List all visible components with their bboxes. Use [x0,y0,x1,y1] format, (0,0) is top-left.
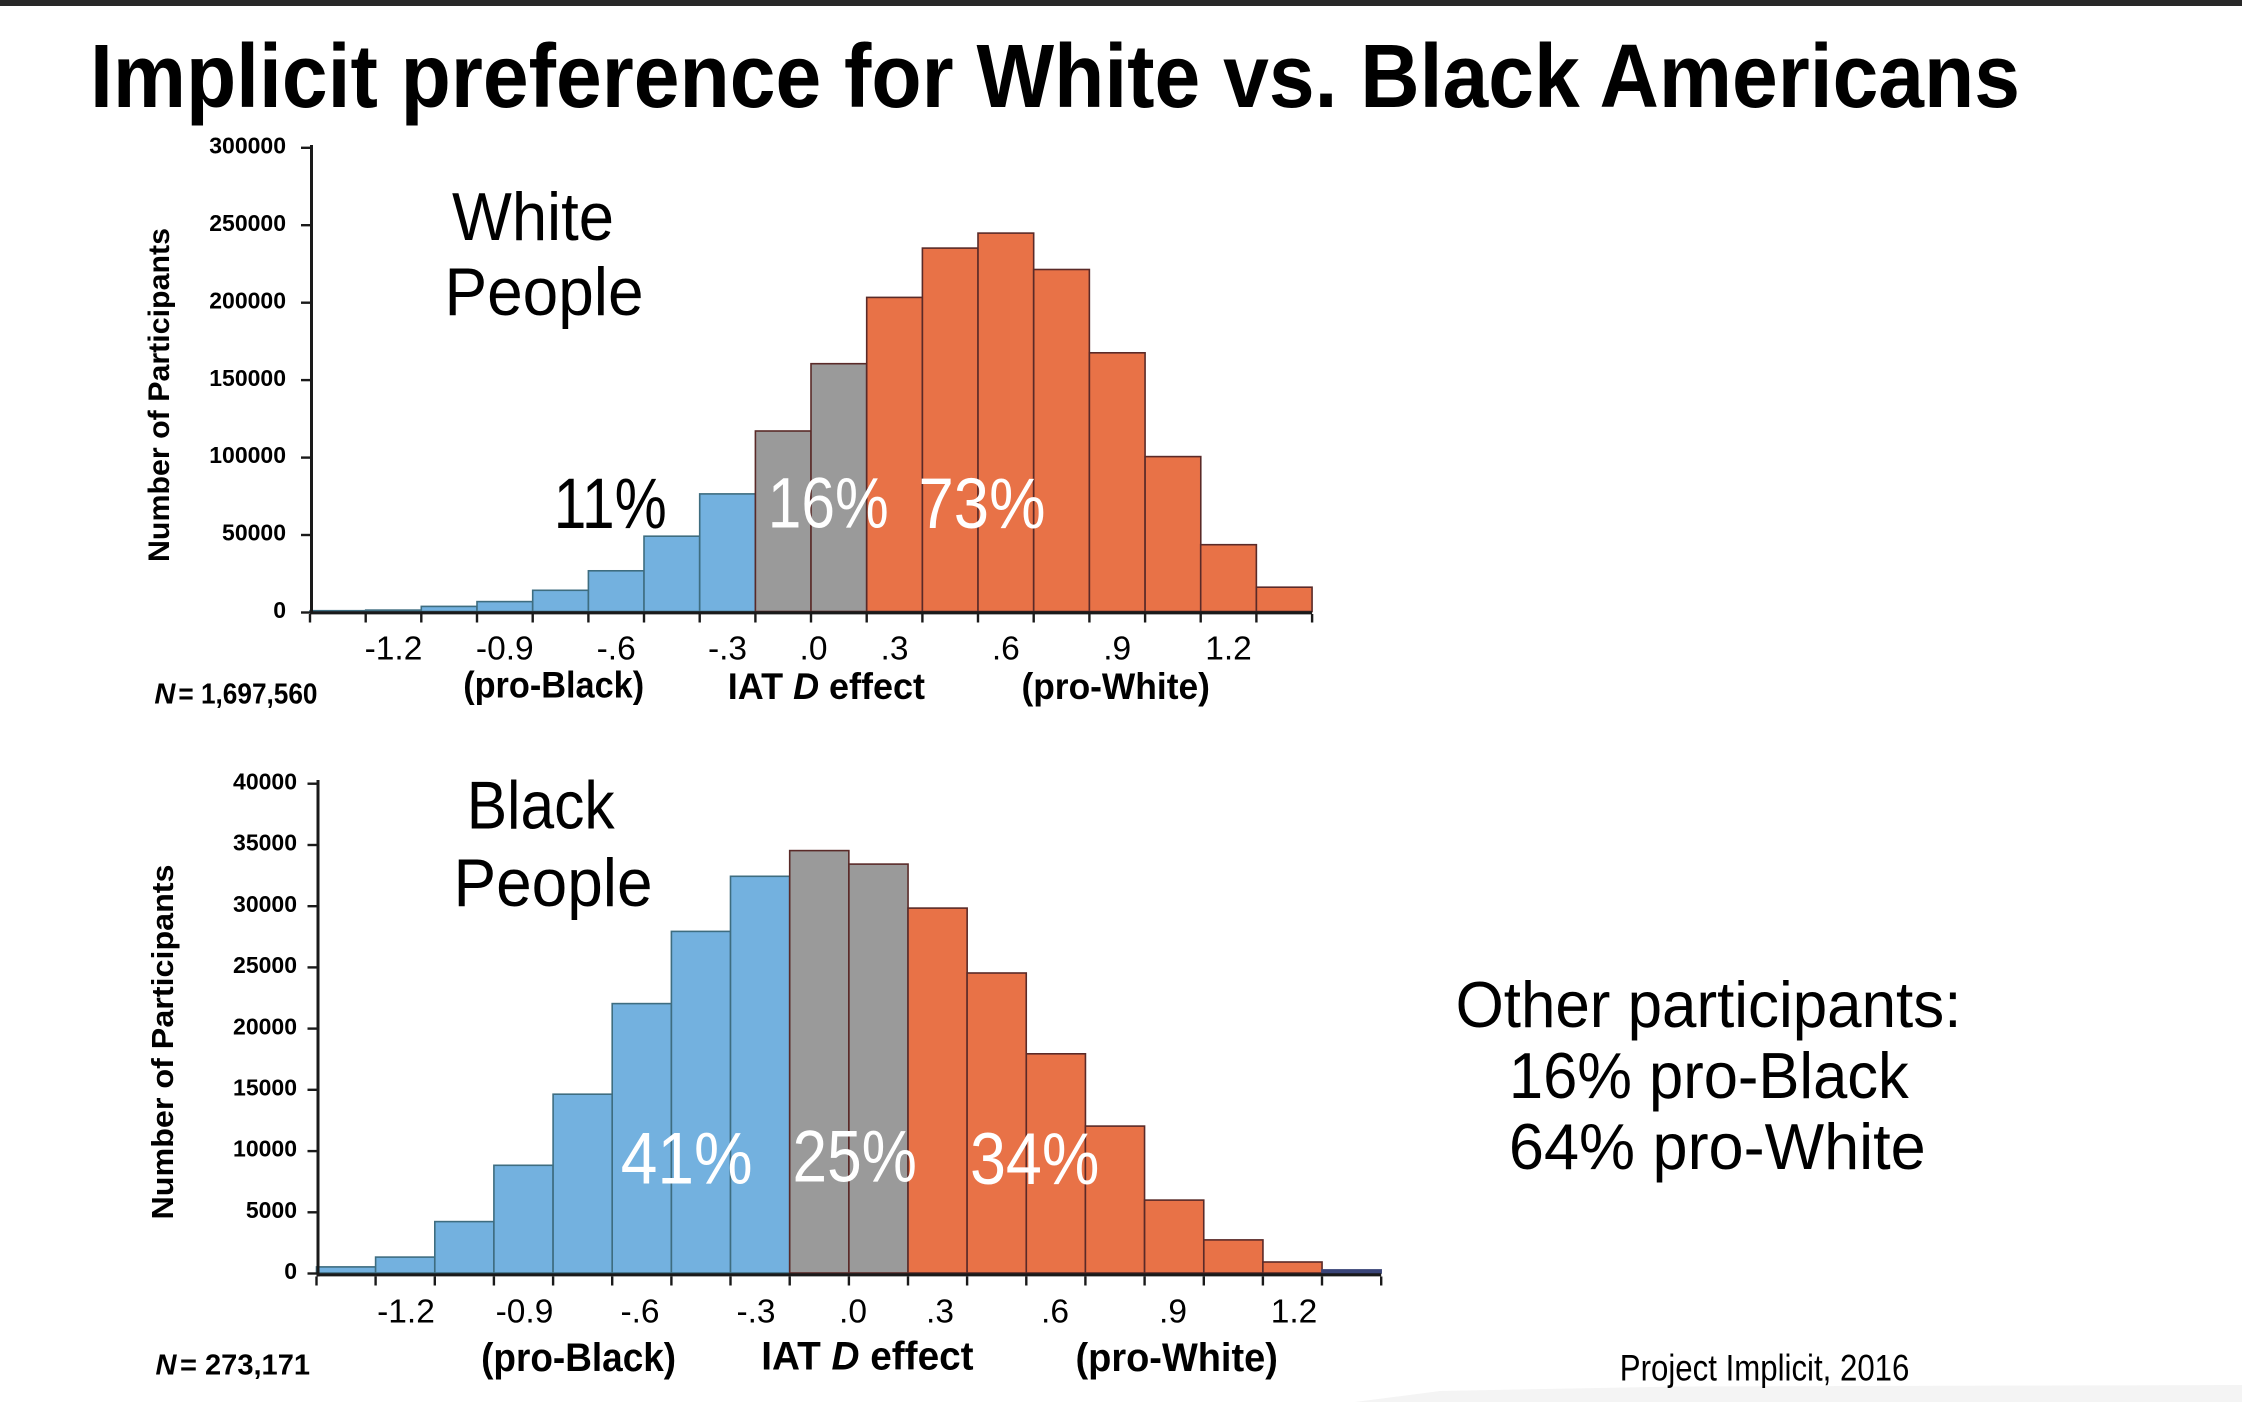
svg-text:Implicit preference for White: Implicit preference for White vs. Black … [90,27,2020,127]
svg-text:.9: .9 [1103,631,1131,668]
svg-text:1.2: 1.2 [1205,631,1252,668]
svg-text:= 273,171: = 273,171 [180,1349,310,1381]
svg-text:5000: 5000 [246,1197,297,1223]
svg-text:Number of Participants: Number of Participants [143,228,176,562]
svg-text:.9: .9 [1159,1294,1187,1331]
svg-text:= 1,697,560: = 1,697,560 [178,679,317,711]
svg-text:1.2: 1.2 [1271,1294,1318,1331]
svg-text:Other participants:: Other participants: [1456,968,1962,1041]
svg-text:0: 0 [284,1258,297,1284]
svg-text:40000: 40000 [233,768,297,794]
svg-text:-.3: -.3 [736,1294,775,1331]
svg-text:(pro-Black): (pro-Black) [481,1336,676,1380]
svg-text:100000: 100000 [209,442,286,468]
svg-text:White: White [452,179,614,255]
svg-text:.0: .0 [839,1294,867,1331]
svg-text:150000: 150000 [209,365,286,391]
svg-text:35000: 35000 [233,830,297,856]
svg-text:-0.9: -0.9 [476,631,534,668]
svg-text:41%: 41% [621,1119,753,1200]
svg-text:.6: .6 [992,631,1020,668]
svg-text:15000: 15000 [233,1075,297,1101]
svg-text:0: 0 [273,597,286,623]
svg-text:IAT D effect: IAT D effect [761,1335,973,1379]
svg-text:N: N [154,679,176,711]
svg-text:Project Implicit, 2016: Project Implicit, 2016 [1620,1347,1910,1388]
svg-text:N: N [156,1349,178,1381]
svg-text:25000: 25000 [233,952,297,978]
svg-text:-.6: -.6 [597,631,636,668]
svg-text:(pro-White): (pro-White) [1076,1336,1278,1380]
svg-text:.0: .0 [800,631,828,668]
svg-text:(pro-Black): (pro-Black) [463,665,644,706]
svg-text:200000: 200000 [209,287,286,313]
svg-text:73%: 73% [919,465,1046,544]
svg-text:Number of Participants: Number of Participants [145,865,180,1220]
svg-text:.6: .6 [1041,1294,1069,1331]
svg-text:34%: 34% [970,1119,1100,1200]
svg-text:-0.9: -0.9 [496,1294,554,1331]
svg-text:IAT D effect: IAT D effect [728,666,925,707]
svg-text:-.6: -.6 [620,1294,659,1331]
svg-text:People: People [445,254,644,330]
svg-text:30000: 30000 [233,891,297,917]
svg-text:-1.2: -1.2 [365,631,423,668]
svg-text:25%: 25% [793,1117,917,1198]
svg-text:People: People [454,845,653,921]
svg-text:50000: 50000 [222,520,286,546]
svg-text:300000: 300000 [209,132,286,158]
svg-text:.3: .3 [881,631,909,668]
svg-text:20000: 20000 [233,1013,297,1039]
svg-text:Black: Black [467,768,616,844]
svg-text:16% pro-Black: 16% pro-Black [1509,1039,1909,1112]
svg-text:250000: 250000 [209,210,286,236]
svg-text:-.3: -.3 [708,631,747,668]
svg-text:10000: 10000 [233,1136,297,1162]
svg-text:11%: 11% [554,465,667,544]
svg-text:16%: 16% [768,465,889,544]
svg-text:.3: .3 [926,1294,954,1331]
svg-text:-1.2: -1.2 [377,1294,435,1331]
svg-text:64% pro-White: 64% pro-White [1509,1110,1926,1183]
svg-text:(pro-White): (pro-White) [1021,666,1210,707]
